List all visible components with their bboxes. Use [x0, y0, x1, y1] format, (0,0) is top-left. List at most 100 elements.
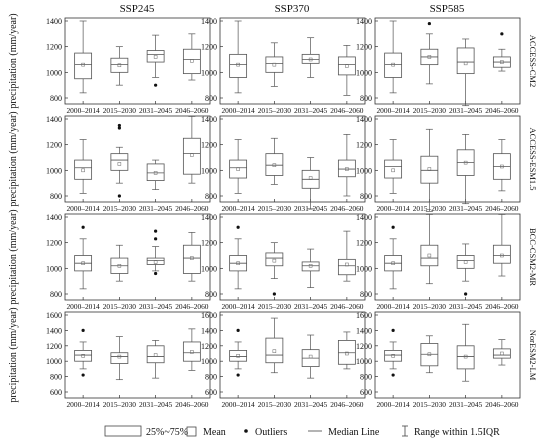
- box-2: 2015–2030: [413, 214, 446, 311]
- iqr-box: [337, 56, 356, 76]
- x-tick-label: 2031–2045: [449, 302, 483, 311]
- y-tick-label: 1600: [201, 311, 217, 320]
- x-tick-label: 2031–2045: [449, 106, 483, 115]
- y-tick-label: 1200: [356, 342, 372, 351]
- box-4: 2046–2060: [330, 331, 364, 409]
- legend-mean-icon: [186, 426, 197, 437]
- mean-marker: [463, 160, 468, 165]
- mean-marker: [117, 162, 122, 166]
- outlier-point: [154, 229, 158, 233]
- x-tick-label: 2046–2060: [485, 302, 519, 311]
- box-3: 2031–2045: [139, 229, 173, 311]
- iqr-box: [182, 48, 201, 75]
- mean-marker: [463, 260, 468, 264]
- box-2: 2015–2030: [103, 46, 136, 115]
- mean-marker: [236, 62, 240, 67]
- panel-r1-c2: 800 1000 1200 1400 2000–2014 2015–2030 2031–20…: [201, 17, 366, 115]
- y-tick-label: 1000: [46, 357, 62, 366]
- mean-marker: [153, 55, 158, 59]
- legend-outlier-icon: [244, 429, 248, 433]
- box-4: 2046–2060: [485, 139, 519, 213]
- panel-r1-c3: 800 1000 1200 1400 2000–2014 2015–2030 2031–20…: [356, 17, 521, 115]
- box-3: 2031–2045: [139, 34, 173, 115]
- y-axis-label: precipitation (mm/year): [8, 209, 19, 304]
- y-tick-label: 1200: [46, 141, 62, 150]
- mean-marker: [190, 59, 194, 63]
- box-4: 2046–2060: [175, 116, 209, 213]
- mean-marker: [236, 261, 240, 265]
- outlier-point: [272, 292, 276, 296]
- outlier-point: [154, 83, 158, 87]
- y-tick-label: 600: [360, 388, 372, 397]
- mean-marker: [391, 354, 395, 358]
- y-tick-label: 800: [50, 373, 62, 382]
- box-1: 2000–2014: [221, 328, 255, 409]
- legend-whisker-label: Range within 1.5IQR: [414, 427, 500, 438]
- row-labels: ACCESS-CM2 ACCESS-ESM1.5 BCC-CSM2-MR NorESM…: [528, 35, 538, 381]
- y-tick-label: 800: [205, 373, 217, 382]
- x-tick-label: 2031–2045: [139, 400, 173, 409]
- x-tick-label: 2000–2014: [376, 204, 410, 213]
- mean-marker: [391, 62, 395, 67]
- mean-marker: [190, 153, 194, 157]
- y-tick-label: 1200: [356, 239, 372, 248]
- y-tick-label: 1200: [201, 342, 217, 351]
- column-title-2: SSP370: [275, 3, 310, 15]
- y-tick-label: 1400: [46, 17, 62, 26]
- y-tick-label: 800: [360, 192, 372, 201]
- mean-marker: [427, 167, 432, 171]
- panel-frame: [64, 115, 211, 203]
- x-tick-label: 2000–2014: [376, 302, 410, 311]
- y-tick-label: 1200: [201, 141, 217, 150]
- x-tick-label: 2015–2030: [103, 204, 137, 213]
- outlier-point: [427, 21, 431, 26]
- iqr-box: [384, 52, 403, 78]
- iqr-box: [456, 345, 475, 370]
- y-tick-label: 1200: [46, 43, 62, 52]
- legend-whisker-icon: [402, 425, 408, 437]
- box-4: 2046–2060: [330, 45, 364, 115]
- iqr-box: [182, 341, 201, 362]
- y-tick-label: 1000: [356, 68, 372, 77]
- box-1: 2000–2014: [376, 20, 410, 115]
- box-1: 2000–2014: [66, 328, 100, 409]
- outlier-point: [464, 292, 468, 296]
- outlier-point: [391, 328, 395, 332]
- iqr-box: [456, 255, 475, 269]
- x-tick-label: 2015–2030: [258, 106, 292, 115]
- mean-marker: [427, 352, 432, 357]
- y-axis-label: precipitation (mm/year): [8, 13, 19, 108]
- iqr-box: [229, 159, 248, 179]
- outlier-point: [81, 225, 85, 229]
- x-tick-label: 2031–2045: [294, 400, 328, 409]
- outlier-point: [236, 328, 240, 332]
- x-tick-label: 2000–2014: [376, 106, 410, 115]
- x-tick-label: 2046–2060: [330, 400, 364, 409]
- x-tick-label: 2031–2045: [139, 106, 173, 115]
- mean-marker: [117, 264, 122, 268]
- mean-marker: [272, 258, 277, 263]
- y-tick-label: 800: [205, 192, 217, 201]
- outlier-point: [391, 373, 395, 377]
- panel-frame: [64, 17, 211, 105]
- box-4: 2046–2060: [330, 230, 364, 311]
- x-tick-label: 2031–2045: [449, 400, 483, 409]
- x-tick-label: 2000–2014: [66, 400, 100, 409]
- x-tick-label: 2015–2030: [103, 302, 137, 311]
- mean-marker: [117, 63, 122, 68]
- box-2: 2015–2030: [103, 244, 137, 311]
- x-tick-label: 2031–2045: [139, 302, 173, 311]
- iqr-box: [265, 153, 284, 176]
- y-tick-label: 1200: [201, 43, 217, 52]
- outlier-point: [236, 225, 240, 229]
- legend-median-label: Median Line: [328, 427, 380, 438]
- mean-marker: [236, 354, 240, 358]
- x-tick-label: 2015–2030: [258, 302, 292, 311]
- box-4: 2046–2060: [485, 339, 519, 409]
- panel-frame: [219, 17, 366, 105]
- box-2: 2015–2030: [258, 242, 292, 311]
- row-label: BCC-CSM2-MR: [528, 228, 538, 286]
- y-tick-label: 800: [50, 94, 62, 103]
- mean-marker: [391, 261, 395, 265]
- panel-r4-c2: 600 800 1000 1200 1400 1600 2000–2014 2015–2030…: [201, 311, 366, 409]
